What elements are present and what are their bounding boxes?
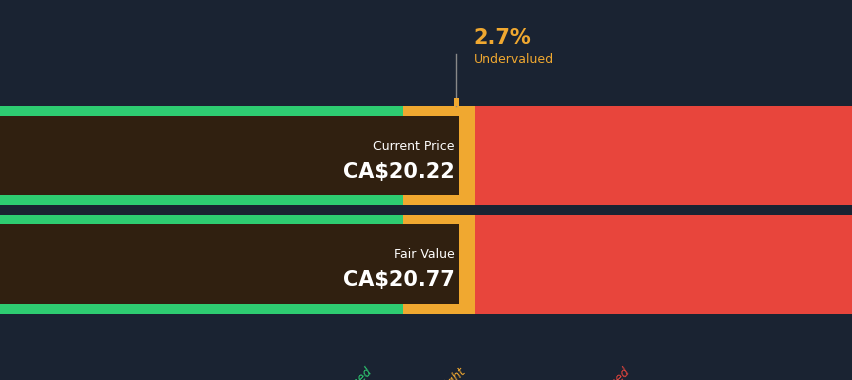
Text: CA$20.22: CA$20.22 — [343, 162, 454, 182]
Bar — [402, 106, 475, 205]
Text: 2.7%: 2.7% — [473, 28, 531, 48]
Bar — [0, 224, 402, 304]
Text: Undervalued: Undervalued — [473, 53, 553, 66]
Bar — [0, 116, 458, 195]
Bar — [0, 224, 458, 304]
Bar — [0, 195, 402, 205]
Text: Current Price: Current Price — [372, 139, 454, 152]
Text: 20% Undervalued: 20% Undervalued — [291, 366, 374, 380]
Text: 20% Overvalued: 20% Overvalued — [553, 366, 631, 380]
Bar — [0, 304, 402, 313]
Text: Fair Value: Fair Value — [394, 248, 454, 261]
Bar — [0, 106, 402, 116]
Bar — [475, 106, 852, 205]
Text: CA$20.77: CA$20.77 — [343, 270, 454, 290]
Bar — [402, 215, 475, 314]
Bar — [453, 98, 458, 106]
Bar — [0, 116, 402, 195]
Text: About Right: About Right — [410, 366, 468, 380]
Bar — [475, 215, 852, 314]
Bar — [0, 215, 402, 224]
